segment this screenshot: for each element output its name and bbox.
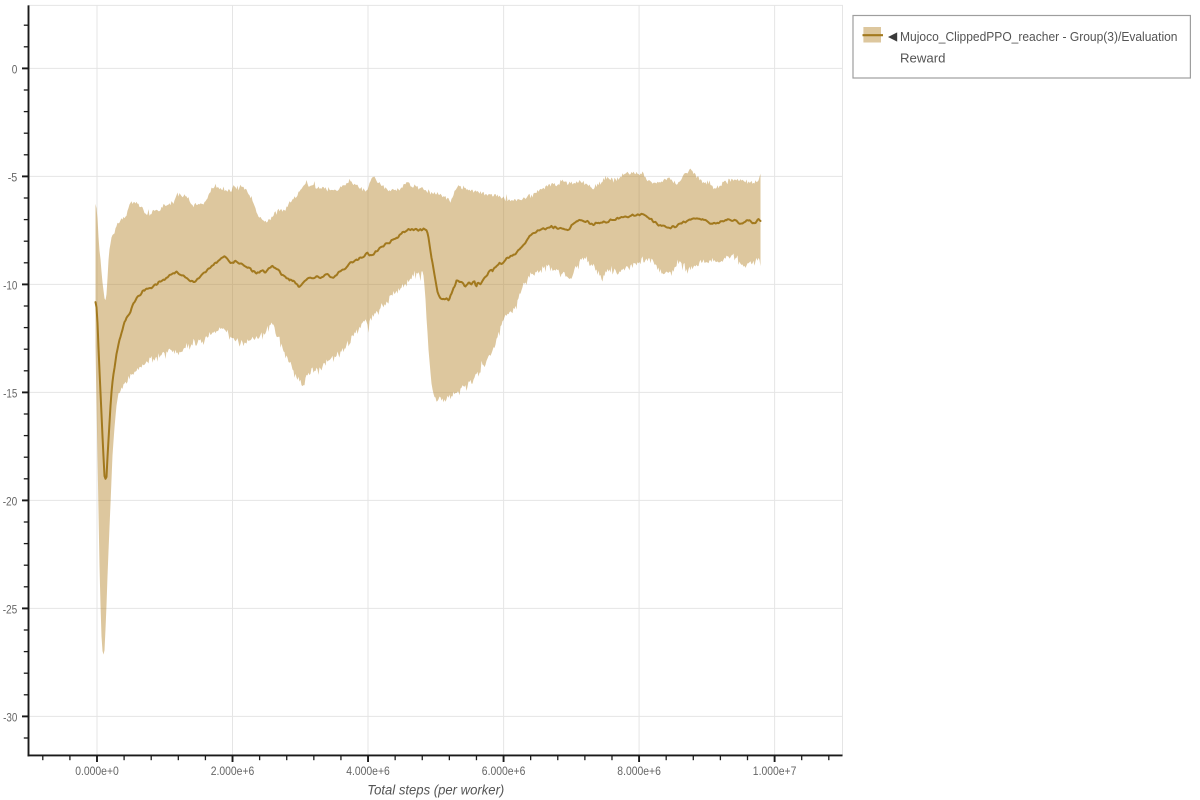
- svg-text:-10: -10: [3, 278, 17, 292]
- svg-text:Total steps (per worker): Total steps (per worker): [367, 782, 504, 797]
- svg-text:6.000e+6: 6.000e+6: [482, 764, 526, 778]
- svg-text:4.000e+6: 4.000e+6: [346, 764, 390, 778]
- svg-text:-30: -30: [3, 710, 17, 724]
- svg-text:2.000e+6: 2.000e+6: [211, 764, 255, 778]
- svg-text:8.000e+6: 8.000e+6: [617, 764, 661, 778]
- svg-text:Reward: Reward: [900, 52, 946, 66]
- svg-text:-25: -25: [3, 602, 18, 616]
- svg-text:0: 0: [12, 62, 18, 76]
- svg-text:1.000e+7: 1.000e+7: [753, 764, 797, 778]
- svg-text:Mujoco_ClippedPPO_reacher - Gr: Mujoco_ClippedPPO_reacher - Group(3)/Eva…: [900, 30, 1178, 44]
- svg-text:-5: -5: [8, 170, 18, 184]
- svg-text:-15: -15: [3, 386, 17, 400]
- svg-text:0.000e+0: 0.000e+0: [75, 764, 119, 778]
- svg-text:-20: -20: [3, 494, 18, 508]
